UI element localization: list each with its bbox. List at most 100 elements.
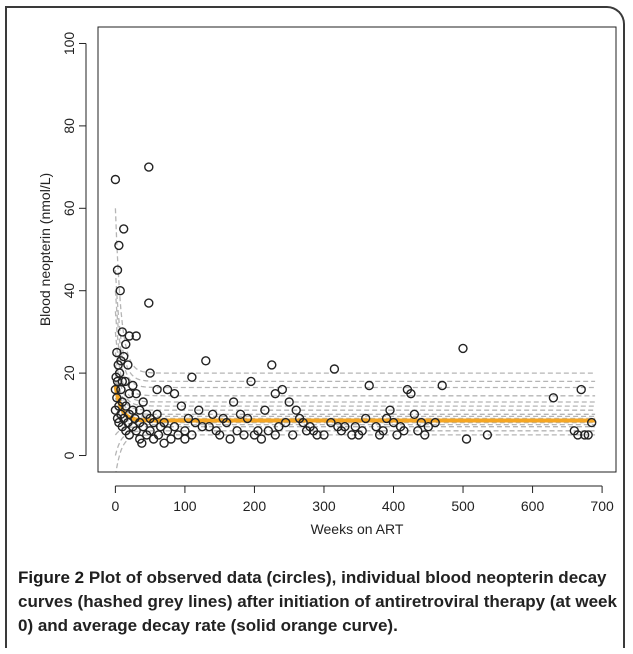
data-point <box>152 409 162 419</box>
data-point <box>587 417 597 428</box>
data-point <box>118 224 129 234</box>
data-point <box>152 384 162 395</box>
individual-curve <box>114 397 596 422</box>
data-point <box>482 430 493 440</box>
data-point <box>263 426 273 436</box>
data-point <box>110 174 121 185</box>
data-point <box>274 422 284 432</box>
data-point <box>576 384 586 395</box>
data-point <box>120 376 130 387</box>
data-point <box>281 417 291 428</box>
figure-label: Figure 2 <box>18 568 85 587</box>
data-point <box>204 422 214 432</box>
data-point <box>169 389 180 399</box>
data-point <box>364 380 374 391</box>
data-point <box>392 430 402 440</box>
y-tick-label: 0 <box>61 451 77 459</box>
data-point <box>128 380 138 391</box>
data-point <box>423 422 433 432</box>
y-axis: 0 20 40 60 80 100 <box>61 32 87 459</box>
data-point <box>187 430 197 440</box>
data-point <box>288 430 298 440</box>
data-point <box>114 240 124 251</box>
individual-curve <box>114 364 596 411</box>
individual-curve <box>114 208 596 374</box>
data-point <box>350 422 360 432</box>
data-point <box>112 265 123 275</box>
data-point <box>361 413 371 424</box>
data-point <box>169 422 180 432</box>
data-point <box>267 360 277 370</box>
data-point <box>329 364 340 374</box>
data-point <box>137 438 147 448</box>
x-tick-label: 300 <box>312 498 336 514</box>
data-point <box>145 368 155 378</box>
data-point <box>246 376 256 387</box>
data-point <box>159 438 169 448</box>
data-point <box>319 430 329 440</box>
data-point <box>183 413 194 424</box>
data-point <box>381 413 392 424</box>
x-tick-label: 400 <box>382 498 406 514</box>
x-tick-label: 600 <box>521 498 545 514</box>
observed-points <box>110 162 597 448</box>
individual-curve <box>114 381 596 418</box>
y-tick-label: 40 <box>61 283 77 299</box>
data-point <box>221 417 232 428</box>
data-point <box>374 430 385 440</box>
data-point <box>138 422 148 432</box>
data-point <box>416 417 426 428</box>
data-point <box>420 430 430 440</box>
data-point <box>117 327 128 337</box>
data-point <box>260 405 270 415</box>
x-tick-label: 500 <box>451 498 475 514</box>
data-point <box>144 162 154 172</box>
data-point <box>124 331 135 341</box>
data-point <box>573 430 583 440</box>
y-tick-label: 80 <box>61 118 77 134</box>
data-point <box>461 434 472 444</box>
data-point <box>111 372 121 382</box>
individual-curve <box>114 352 596 407</box>
data-point <box>301 426 312 436</box>
data-point <box>385 405 395 415</box>
x-axis-title: Weeks on ART <box>311 521 404 537</box>
y-axis-title: Blood neopterin (nmol/L) <box>37 173 53 326</box>
data-point <box>124 430 135 440</box>
data-point <box>112 413 123 424</box>
data-point <box>173 430 183 440</box>
data-point <box>194 405 204 415</box>
data-point <box>256 434 267 444</box>
data-point <box>298 417 308 428</box>
data-point <box>347 430 357 440</box>
data-point <box>112 347 122 358</box>
individual-curve <box>115 434 596 472</box>
data-point <box>242 413 253 424</box>
data-point <box>134 405 145 415</box>
data-point <box>312 430 322 440</box>
data-point <box>176 401 187 411</box>
x-tick-label: 200 <box>243 498 267 514</box>
data-point <box>225 434 235 444</box>
data-point <box>228 397 239 407</box>
x-axis: 0 100 200 300 400 500 600 700 <box>111 485 614 514</box>
x-tick-label: 700 <box>590 498 614 514</box>
data-point <box>121 401 131 411</box>
y-tick-label: 100 <box>61 32 77 56</box>
data-point <box>162 426 173 436</box>
data-point <box>277 384 287 395</box>
data-point <box>326 417 336 428</box>
data-point <box>284 397 294 407</box>
scatter-plot: 0 100 200 300 400 500 600 700 0 20 40 60 80 100 Week… <box>37 26 617 537</box>
data-point <box>371 422 381 432</box>
data-point <box>583 430 593 440</box>
y-tick-label: 20 <box>61 365 77 381</box>
data-point <box>166 434 176 444</box>
individual-curve <box>114 331 596 403</box>
plot-area-border <box>97 26 617 473</box>
data-point <box>190 417 201 428</box>
average-decay-curve <box>113 385 596 423</box>
data-point <box>187 372 197 382</box>
data-point <box>131 426 141 436</box>
data-point <box>131 389 141 399</box>
